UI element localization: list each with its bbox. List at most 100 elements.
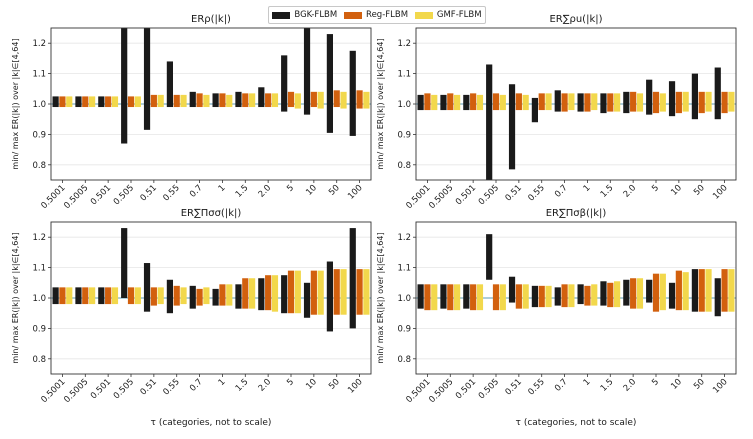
bar-bgk-1.5 bbox=[600, 281, 607, 306]
chart-title: ERρ(|k|) bbox=[191, 14, 231, 25]
x-tick-label: 2.0 bbox=[257, 377, 274, 394]
bar-bgk-0.501 bbox=[463, 284, 470, 309]
bar-bgk-0.7 bbox=[554, 90, 561, 112]
bar-reg-2.0 bbox=[265, 275, 272, 311]
bar-reg-50 bbox=[333, 90, 340, 108]
bar-reg-5 bbox=[652, 91, 660, 114]
bar-bgk-50 bbox=[326, 34, 333, 133]
bar-gmf-10 bbox=[682, 272, 689, 311]
chart-title: ER∑ρu(|k|) bbox=[549, 14, 602, 25]
bar-gmf-100 bbox=[363, 91, 370, 109]
legend-label-bgk: BGK-FLBM bbox=[294, 10, 338, 20]
y-tick-label: 1.0 bbox=[32, 100, 46, 110]
x-tick-label: 0.5001 bbox=[404, 183, 432, 211]
x-tick-label: 0.51 bbox=[139, 377, 159, 397]
bar-reg-5 bbox=[287, 91, 295, 108]
bar-reg-0.51 bbox=[515, 93, 522, 111]
bar-bgk-0.5001 bbox=[417, 284, 424, 309]
x-tick-label: 0.5005 bbox=[62, 377, 90, 405]
x-tick-label: 1.5 bbox=[234, 183, 251, 200]
y-tick-label: 1.1 bbox=[397, 264, 411, 274]
bar-bgk-5 bbox=[281, 275, 288, 314]
x-tick-label: 5 bbox=[285, 377, 296, 388]
legend-swatch-gmf bbox=[414, 11, 433, 19]
legend-item-gmf: GMF-FLBM bbox=[414, 10, 482, 20]
bar-bgk-0.501 bbox=[463, 94, 470, 111]
x-tick-label: 100 bbox=[711, 377, 730, 396]
bar-gmf-0.505 bbox=[499, 94, 506, 111]
x-tick-label: 0.501 bbox=[89, 377, 113, 401]
bar-gmf-0.55 bbox=[180, 94, 187, 108]
x-tick-label: 1 bbox=[217, 183, 228, 194]
bar-reg-0.501 bbox=[470, 284, 477, 311]
bar-reg-0.505 bbox=[127, 96, 135, 108]
bar-reg-0.5001 bbox=[424, 93, 431, 111]
bar-reg-50 bbox=[698, 91, 705, 114]
x-tick-label: 1.5 bbox=[599, 183, 616, 200]
bar-gmf-100 bbox=[728, 91, 735, 112]
bar-reg-0.51 bbox=[515, 284, 522, 309]
bar-gmf-100 bbox=[728, 269, 735, 312]
x-tick-label: 0.55 bbox=[526, 377, 546, 397]
bar-gmf-50 bbox=[340, 91, 347, 109]
y-tick-label: 1.2 bbox=[32, 39, 46, 49]
y-tick-label: 1.0 bbox=[397, 294, 411, 304]
bar-bgk-100 bbox=[349, 228, 356, 329]
x-tick-label: 5 bbox=[650, 377, 661, 388]
bar-reg-0.5001 bbox=[59, 287, 66, 305]
x-tick-label: 50 bbox=[692, 183, 707, 198]
bar-gmf-0.55 bbox=[545, 285, 552, 308]
x-tick-label: 0.505 bbox=[112, 183, 136, 207]
x-tick-label: 0.501 bbox=[454, 183, 478, 207]
bar-gmf-0.7 bbox=[203, 287, 210, 305]
x-tick-label: 0.55 bbox=[161, 377, 181, 397]
bar-bgk-1 bbox=[577, 93, 584, 112]
bar-gmf-1.5 bbox=[614, 281, 621, 308]
bar-bgk-0.7 bbox=[554, 287, 561, 306]
bar-gmf-10 bbox=[682, 91, 689, 112]
bar-reg-1.5 bbox=[242, 278, 249, 309]
bar-reg-0.7 bbox=[561, 284, 568, 308]
bar-gmf-1 bbox=[226, 94, 233, 108]
bar-reg-0.7 bbox=[196, 288, 203, 306]
y-tick-label: 0.8 bbox=[397, 355, 411, 365]
bar-reg-0.5001 bbox=[59, 96, 66, 108]
x-tick-label: 0.51 bbox=[504, 377, 524, 397]
bar-bgk-0.51 bbox=[508, 84, 516, 170]
x-axis-label: τ (categories, not to scale) bbox=[516, 418, 637, 428]
bar-reg-0.501 bbox=[105, 287, 112, 305]
y-tick-label: 1.0 bbox=[397, 100, 411, 110]
x-tick-label: 0.505 bbox=[477, 377, 501, 401]
bar-bgk-0.505 bbox=[121, 228, 128, 298]
y-tick-label: 0.9 bbox=[32, 324, 46, 334]
bar-gmf-0.501 bbox=[476, 284, 484, 311]
x-tick-label: 10 bbox=[669, 377, 684, 392]
bar-bgk-0.55 bbox=[531, 97, 538, 123]
bar-gmf-5 bbox=[294, 270, 301, 314]
bar-gmf-0.5001 bbox=[66, 287, 73, 305]
bar-gmf-0.51 bbox=[522, 94, 529, 111]
bar-bgk-2.0 bbox=[623, 279, 630, 306]
bar-bgk-5 bbox=[281, 55, 288, 112]
bar-reg-0.505 bbox=[492, 93, 500, 111]
x-tick-label: 0.5001 bbox=[404, 377, 432, 405]
bar-bgk-100 bbox=[714, 278, 721, 317]
x-tick-label: 0.7 bbox=[553, 377, 570, 394]
bar-bgk-50 bbox=[691, 269, 698, 312]
x-tick-label: 0.501 bbox=[89, 183, 113, 207]
bar-gmf-100 bbox=[363, 269, 370, 315]
bar-bgk-1 bbox=[212, 93, 219, 108]
bar-bgk-5 bbox=[646, 279, 653, 303]
bar-reg-5 bbox=[652, 273, 660, 312]
bar-reg-0.5005 bbox=[447, 93, 454, 111]
bar-gmf-1.5 bbox=[249, 93, 256, 108]
legend-item-reg: Reg-FLBM bbox=[344, 10, 408, 20]
bar-gmf-5 bbox=[294, 93, 301, 109]
bar-bgk-1 bbox=[577, 284, 584, 305]
bar-bgk-0.505 bbox=[121, 28, 128, 144]
x-tick-label: 0.5001 bbox=[39, 183, 67, 211]
x-tick-label: 0.5001 bbox=[39, 377, 67, 405]
bar-bgk-2.0 bbox=[258, 87, 265, 108]
